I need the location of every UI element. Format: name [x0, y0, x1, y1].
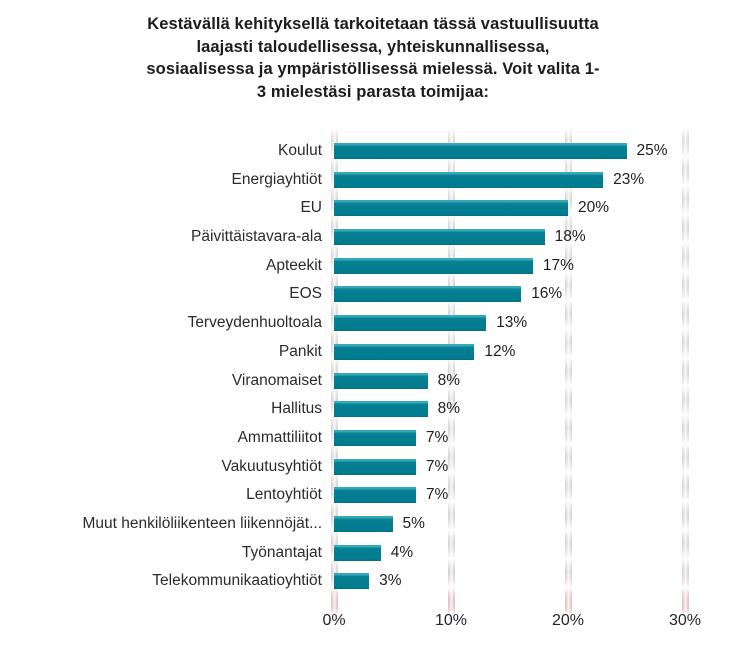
category-label: Muut henkilöliikenteen liikennöjät...: [82, 514, 322, 532]
x-axis-tick-label: 10%: [434, 612, 468, 629]
chart-row: Työnantajat 4%: [0, 539, 746, 568]
bar: [334, 544, 381, 561]
chart-title-line: laajasti taloudellisessa, yhteiskunnalli…: [196, 37, 550, 56]
bar: [334, 286, 522, 303]
bar: [334, 143, 627, 159]
category-label: Päivittäistavara-ala: [191, 228, 322, 246]
x-axis-tick-label: 30%: [668, 612, 702, 629]
chart-title-line: sosiaalisessa ja ympäristöllisessä miele…: [146, 60, 600, 78]
gridline: [564, 128, 572, 614]
bar: [334, 229, 545, 246]
bar: [334, 200, 568, 217]
bar: [334, 257, 533, 274]
chart-row: EU 20%: [0, 194, 746, 223]
value-label: 25%: [636, 142, 668, 159]
chart-row: Apteekit 17%: [0, 252, 746, 281]
category-label: Koulut: [278, 142, 322, 159]
chart-title-line: 3 mielestäsi parasta toimijaa:: [256, 82, 490, 101]
x-axis-tick-label: 20%: [551, 612, 585, 629]
category-label: Telekommunikaatioyhtiöt: [152, 572, 322, 590]
gridline: [681, 128, 689, 614]
chart-row: Päivittäistavara-ala 18%: [0, 223, 746, 252]
chart-row: Telekommunikaatioyhtiöt 3%: [0, 567, 746, 596]
chart-row: Viranomaiset 8%: [0, 367, 746, 396]
bar: [334, 515, 393, 532]
value-label: 8%: [437, 400, 460, 418]
bar: [334, 372, 428, 389]
category-label: EOS: [289, 285, 322, 303]
bar: [334, 401, 428, 418]
category-label: EU: [300, 199, 322, 217]
value-label: 23%: [613, 170, 645, 188]
category-label: Terveydenhuoltoala: [187, 314, 322, 332]
category-label: Työnantajat: [241, 543, 322, 561]
chart-row: Energiayhtiöt 23%: [0, 166, 746, 195]
category-label: Vakuutusyhtiöt: [221, 457, 322, 475]
chart-row: Hallitus 8%: [0, 395, 746, 424]
value-label: 13%: [496, 314, 528, 332]
category-label: Hallitus: [271, 400, 322, 418]
value-label: 12%: [484, 342, 516, 360]
bar: [334, 315, 487, 332]
category-label: Energiayhtiöt: [231, 170, 322, 188]
value-label: 4%: [390, 543, 414, 561]
chart-row: Ammattiliitot 7%: [0, 424, 746, 453]
value-label: 7%: [425, 457, 449, 475]
chart-row: Terveydenhuoltoala 13%: [0, 309, 746, 338]
chart-title-line: Kestävällä kehityksellä tarkoitetaan täs…: [147, 15, 599, 33]
chart-row: Koulut 25%: [0, 137, 746, 166]
chart-row: Muut henkilöliikenteen liikennöjät... 5%: [0, 510, 746, 539]
value-label: 17%: [542, 256, 574, 274]
bar: [334, 343, 475, 360]
bar: [334, 171, 604, 188]
bar: [334, 573, 370, 590]
chart-row: EOS 16%: [0, 280, 746, 309]
gridline: [447, 128, 455, 614]
category-label: Viranomaiset: [231, 371, 322, 389]
bar: [334, 458, 416, 475]
value-label: 5%: [402, 514, 425, 532]
value-label: 3%: [379, 572, 402, 590]
chart-row: Vakuutusyhtiöt 7%: [0, 453, 746, 482]
category-label: Apteekit: [265, 256, 322, 274]
value-label: 7%: [425, 428, 449, 446]
gridline: [330, 128, 338, 614]
value-label: 7%: [425, 486, 449, 504]
chart-row: Lentoyhtiöt 7%: [0, 481, 746, 510]
category-label: Pankit: [278, 342, 322, 360]
bar: [334, 429, 416, 446]
bar: [334, 487, 416, 504]
category-label: Ammattiliitot: [237, 428, 322, 446]
value-label: 20%: [578, 199, 610, 217]
plot-area: Koulut 25% Energiayhtiöt 23% EU 20% Päiv…: [0, 137, 746, 596]
value-label: 18%: [554, 228, 586, 246]
value-label: 8%: [437, 371, 460, 389]
category-label: Lentoyhtiöt: [246, 486, 322, 504]
chart-row: Pankit 12%: [0, 338, 746, 367]
chart-title: Kestävällä kehityksellä tarkoitetaan täs…: [0, 13, 746, 103]
x-axis-tick-label: 0%: [322, 612, 346, 629]
value-label: 16%: [531, 285, 563, 303]
